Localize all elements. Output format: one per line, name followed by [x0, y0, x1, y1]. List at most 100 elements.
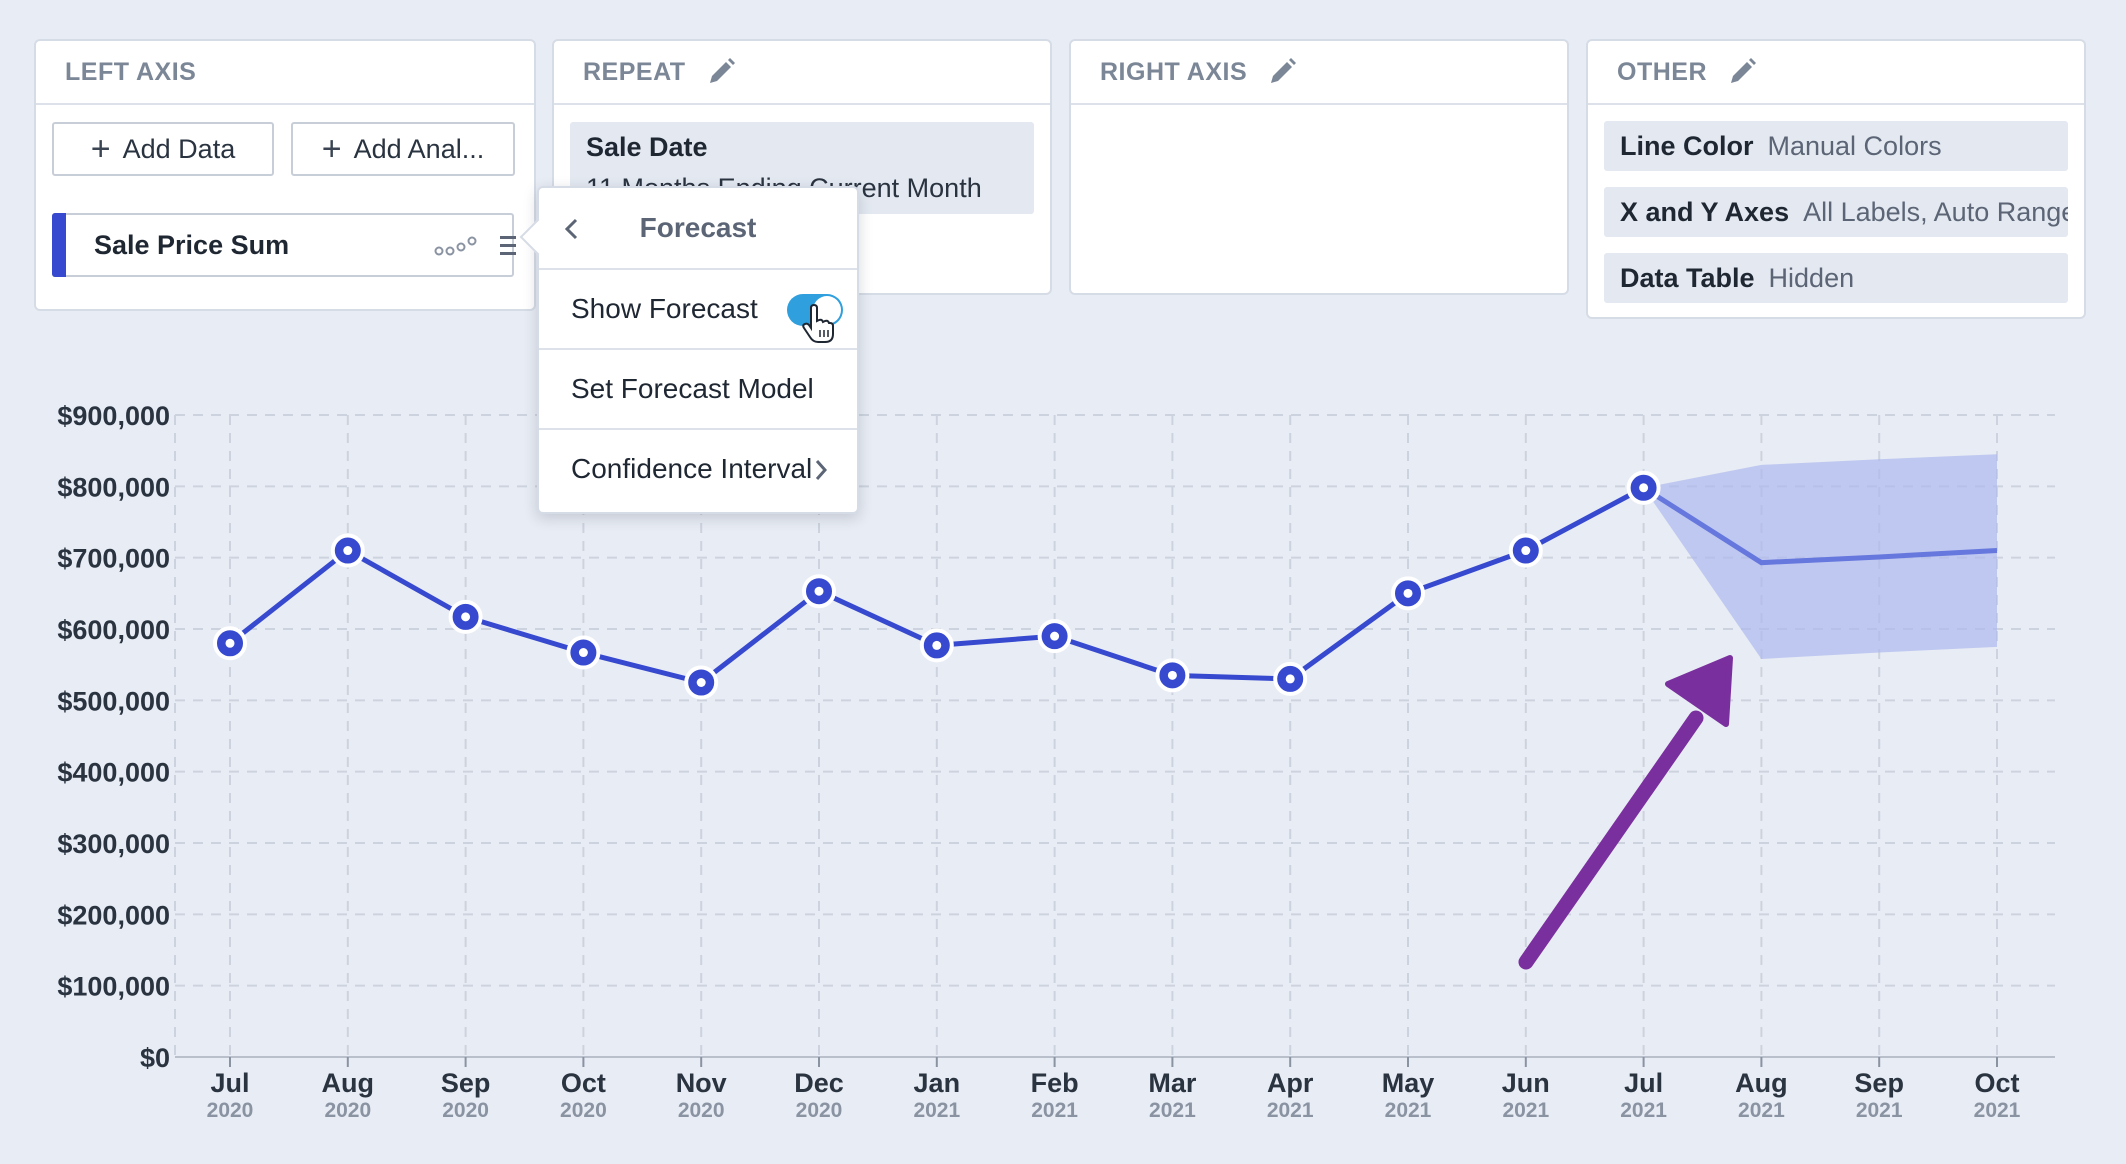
scatter-dots-icon[interactable] — [434, 235, 478, 259]
pencil-icon[interactable] — [1727, 57, 1757, 87]
other-title: OTHER — [1617, 57, 1707, 86]
repeat-title: REPEAT — [583, 57, 686, 86]
forecast-line — [1642, 485, 1998, 566]
show-forecast-row[interactable]: Show Forecast — [539, 268, 857, 348]
x-tick-month: Mar — [1148, 1068, 1197, 1098]
x-tick-year: 2021 — [1620, 1099, 1667, 1122]
confidence-interval-row[interactable]: Confidence Interval — [539, 428, 857, 508]
x-tick-year: 2021 — [1502, 1099, 1549, 1122]
arrow-annotation-head — [1665, 655, 1733, 727]
add-analysis-button[interactable]: + Add Anal... — [291, 122, 515, 176]
x-tick-month: Jun — [1502, 1068, 1550, 1098]
data-point-center — [1521, 546, 1531, 556]
x-tick-month: Dec — [794, 1068, 844, 1098]
forecast-popup: Forecast Show Forecast Set Forecast Mode… — [519, 186, 859, 514]
x-tick-year: 2021 — [1267, 1099, 1314, 1122]
set-forecast-model-label: Set Forecast Model — [571, 373, 814, 404]
x-tick-month: Sep — [1854, 1068, 1904, 1098]
x-tick-year: 2021 — [1385, 1099, 1432, 1122]
pencil-icon[interactable] — [1267, 57, 1297, 87]
x-tick-month: Aug — [322, 1068, 374, 1098]
y-tick-label: $500,000 — [57, 686, 170, 716]
line-color-value: Manual Colors — [1767, 130, 1942, 161]
y-tick-label: $400,000 — [57, 758, 170, 788]
x-tick-year: 2021 — [1856, 1099, 1903, 1122]
axes-chip[interactable]: X and Y Axes All Labels, Auto Range — [1604, 187, 2068, 237]
y-tick-label: $700,000 — [57, 544, 170, 574]
x-tick-year: 2021 — [1031, 1099, 1078, 1122]
x-tick-year: 2021 — [1149, 1099, 1196, 1122]
x-tick-year: 2020 — [442, 1099, 489, 1122]
data-point-center — [932, 640, 942, 650]
arrow-annotation — [1518, 710, 1704, 970]
x-tick-month: Oct — [1974, 1068, 2019, 1098]
add-data-button[interactable]: + Add Data — [52, 122, 274, 176]
hand-pointer-icon — [802, 304, 834, 343]
x-tick-year: 2021 — [913, 1099, 960, 1122]
drag-handle-icon[interactable] — [500, 233, 516, 257]
x-tick-month: Aug — [1735, 1068, 1787, 1098]
data-table-value: Hidden — [1768, 262, 1855, 293]
data-point-center — [1167, 670, 1177, 680]
data-point-center — [343, 546, 353, 556]
other-head: OTHER — [1588, 41, 2084, 105]
data-point-center — [461, 612, 471, 622]
y-tick-label: $300,000 — [57, 829, 170, 859]
line-color-label: Line Color — [1620, 130, 1754, 161]
data-table-chip[interactable]: Data Table Hidden — [1604, 253, 2068, 303]
x-tick-month: May — [1382, 1068, 1435, 1098]
data-point-center — [696, 678, 706, 687]
x-tick-month: Feb — [1031, 1068, 1079, 1098]
x-tick-month: Oct — [561, 1068, 606, 1098]
axes-value: All Labels, Auto Range — [1803, 196, 2068, 227]
x-tick-year: 2021 — [1974, 1099, 2021, 1122]
plus-icon: + — [321, 130, 342, 168]
data-table-label: Data Table — [1620, 262, 1755, 293]
series-color-bar — [52, 213, 66, 277]
x-tick-year: 2020 — [324, 1099, 371, 1122]
series-label: Sale Price Sum — [94, 229, 290, 260]
data-point-center — [1285, 674, 1295, 684]
x-tick-year: 2020 — [560, 1099, 607, 1122]
data-point-center — [225, 638, 235, 648]
y-tick-label: $200,000 — [57, 900, 170, 930]
x-tick-year: 2020 — [678, 1099, 725, 1122]
right-axis-title: RIGHT AXIS — [1100, 57, 1248, 86]
right-axis-head: RIGHT AXIS — [1071, 41, 1567, 105]
x-tick-year: 2020 — [207, 1099, 254, 1122]
series-item[interactable]: Sale Price Sum — [52, 213, 516, 277]
x-tick-month: Jan — [914, 1068, 961, 1098]
data-point-center — [578, 648, 588, 658]
popup-header: Forecast — [539, 188, 857, 268]
show-forecast-label: Show Forecast — [571, 293, 758, 324]
data-point-center — [814, 586, 824, 596]
x-tick-month: Apr — [1267, 1068, 1314, 1098]
y-tick-label: $800,000 — [57, 472, 170, 502]
set-forecast-model-row[interactable]: Set Forecast Model — [539, 348, 857, 428]
x-tick-month: Jul — [1624, 1068, 1663, 1098]
left-axis-title: LEFT AXIS — [36, 41, 534, 105]
x-tick-month: Nov — [676, 1068, 727, 1098]
left-axis-panel: LEFT AXIS + Add Data + Add Anal... Sale … — [34, 39, 536, 311]
x-tick-year: 2020 — [796, 1099, 843, 1122]
plus-icon: + — [90, 130, 111, 168]
x-tick-year: 2021 — [1738, 1099, 1785, 1122]
y-tick-label: $900,000 — [57, 401, 170, 431]
data-point-center — [1639, 483, 1649, 493]
pencil-icon[interactable] — [706, 57, 736, 87]
forecast-confidence-band — [1643, 454, 1997, 659]
chevron-left-icon[interactable] — [563, 216, 581, 248]
y-tick-label: $600,000 — [57, 615, 170, 645]
right-axis-panel: RIGHT AXIS — [1069, 39, 1569, 295]
popup-title: Forecast — [639, 212, 757, 243]
line-color-chip[interactable]: Line Color Manual Colors — [1604, 121, 2068, 171]
axes-label: X and Y Axes — [1620, 196, 1790, 227]
other-panel: OTHER Line Color Manual Colors X and Y A… — [1586, 39, 2086, 319]
add-data-label: Add Data — [122, 133, 236, 164]
y-tick-label: $100,000 — [57, 972, 170, 1002]
repeat-head: REPEAT — [554, 41, 1050, 105]
add-analysis-label: Add Anal... — [353, 133, 485, 164]
data-point-center — [1050, 631, 1060, 641]
y-tick-label: $0 — [140, 1043, 170, 1073]
confidence-interval-label: Confidence Interval — [571, 453, 813, 484]
